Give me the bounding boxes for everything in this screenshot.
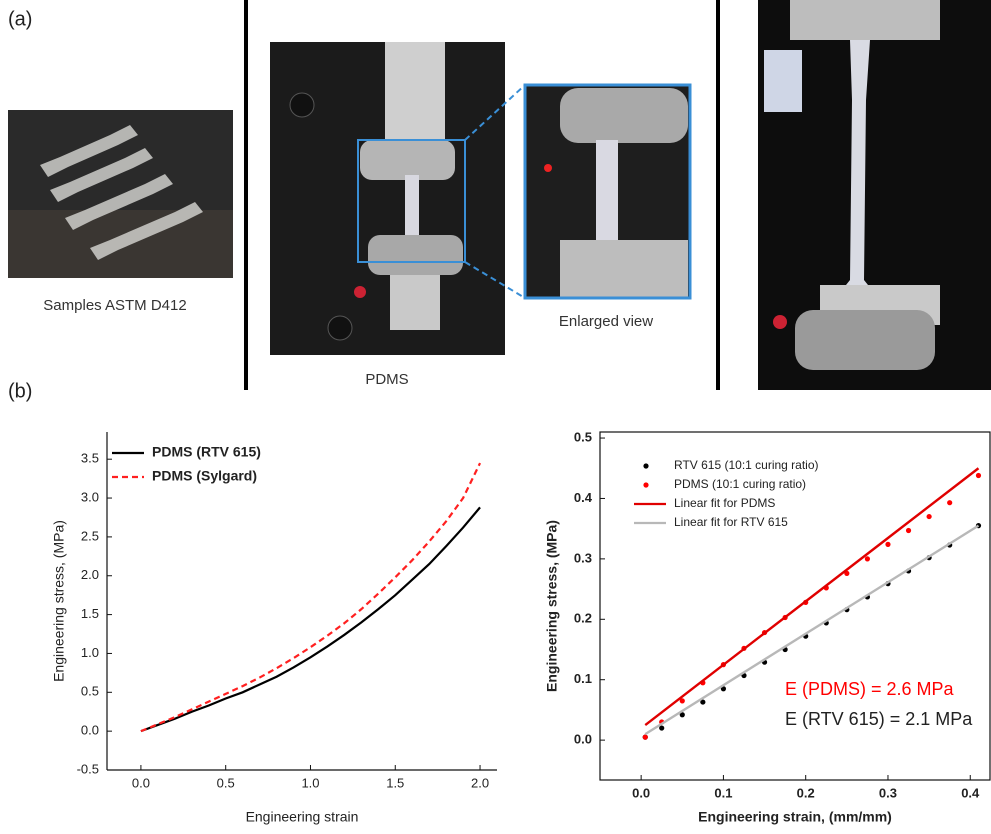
photo-pdms <box>270 42 525 355</box>
chart: 0.0 0.5 1.0 1.5 2.0 -0.5 0.0 0.5 1.0 1.5 2.0 2.5 3.0… <box>51 432 497 825</box>
y-tick-label: 2.0 <box>81 567 99 582</box>
legend-marker <box>643 482 648 487</box>
photo-enlarged <box>525 85 690 298</box>
x-tick-label: 1.0 <box>301 775 319 790</box>
x-tick-label: 2.0 <box>471 775 489 790</box>
photo-caption: Samples ASTM D412 <box>43 297 186 314</box>
y-tick-label: 0.5 <box>574 429 592 444</box>
panel-label: (b) <box>8 380 32 402</box>
y-tick-label: 2.5 <box>81 528 99 543</box>
x-tick-label: 0.1 <box>714 785 732 800</box>
x-tick-label: 0.2 <box>797 785 815 800</box>
x-tick-label: 0.5 <box>217 775 235 790</box>
chart: 0.0 0.1 0.2 0.3 0.4 0.0 0.1 0.2 0.3 0.4 0.5 Enginee… <box>544 429 990 824</box>
data-point <box>927 514 932 519</box>
data-point <box>865 556 870 561</box>
y-tick-label: 0.4 <box>574 490 593 505</box>
series-line <box>141 463 480 731</box>
x-axis-label: Engineering strain, (mm/mm) <box>698 809 892 825</box>
x-tick-label: 0.0 <box>132 775 150 790</box>
x-tick-label: 0.3 <box>879 785 897 800</box>
panel-label: (a) <box>8 8 32 30</box>
data-point <box>906 528 911 533</box>
data-point <box>885 542 890 547</box>
photo-samples <box>8 110 233 278</box>
photo-caption: PDMS <box>365 371 408 388</box>
legend-label: Linear fit for PDMS <box>674 496 775 510</box>
y-tick-label: 0.2 <box>574 611 592 626</box>
legend-label: PDMS (Sylgard) <box>152 468 257 484</box>
data-point <box>976 473 981 478</box>
legend-label: RTV 615 (10:1 curing ratio) <box>674 458 819 472</box>
series-line <box>141 507 480 731</box>
y-tick-label: 0.5 <box>81 684 99 699</box>
y-tick-label: 0.3 <box>574 550 592 565</box>
x-tick-label: 0.0 <box>632 785 650 800</box>
x-axis-label: Engineering strain <box>246 809 359 825</box>
divider <box>716 0 720 390</box>
y-tick-label: 0.1 <box>574 671 592 686</box>
photo-stretched <box>758 0 991 390</box>
y-axis-label: Engineering stress, (MPa) <box>544 520 560 692</box>
x-tick-label: 1.5 <box>386 775 404 790</box>
y-axis-label: Engineering stress, (MPa) <box>51 520 67 682</box>
y-tick-label: 1.0 <box>81 645 99 660</box>
divider <box>244 0 248 390</box>
y-tick-label: 0.0 <box>574 732 592 747</box>
legend-label: Linear fit for RTV 615 <box>674 515 788 529</box>
photo-caption: Enlarged view <box>559 313 653 330</box>
annotation: E (RTV 615) = 2.1 MPa <box>785 709 973 729</box>
legend-label: PDMS (RTV 615) <box>152 444 261 460</box>
figure: (a) (b) Samples ASTM D412 PDMS <box>0 0 991 834</box>
legend-label: PDMS (10:1 curing ratio) <box>674 477 806 491</box>
legend-marker <box>643 463 648 468</box>
y-tick-label: 0.0 <box>81 723 99 738</box>
series-line <box>645 526 978 734</box>
annotation: E (PDMS) = 2.6 MPa <box>785 679 955 699</box>
y-tick-label: 3.5 <box>81 451 99 466</box>
y-tick-label: -0.5 <box>77 761 99 776</box>
data-point <box>643 735 648 740</box>
y-tick-label: 3.0 <box>81 489 99 504</box>
data-point <box>947 500 952 505</box>
y-tick-label: 1.5 <box>81 606 99 621</box>
x-tick-label: 0.4 <box>961 785 980 800</box>
